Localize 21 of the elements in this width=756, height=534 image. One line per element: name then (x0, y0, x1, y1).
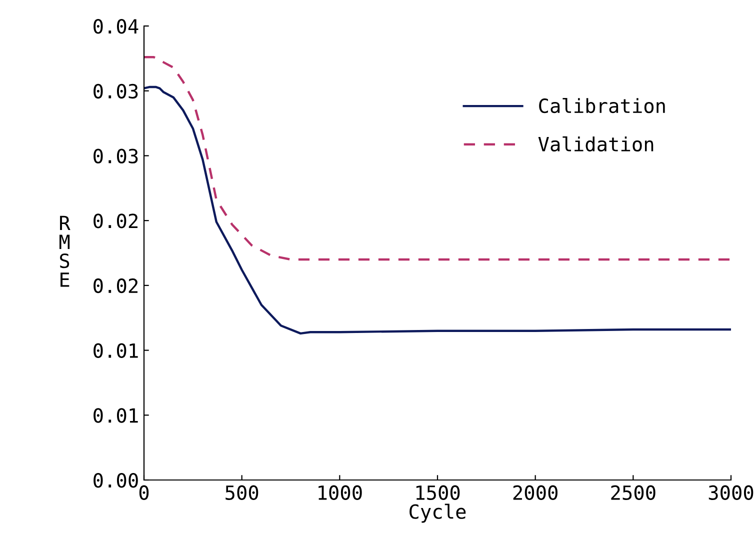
y-tick-label: 0.01 (94, 343, 138, 358)
line-series (144, 56, 731, 261)
line-series (144, 86, 731, 335)
x-tick-label: 1500 (416, 485, 460, 500)
y-tick-label: 0.00 (94, 473, 138, 488)
x-axis-title: Cycle (410, 504, 466, 523)
y-tick-label: 0.01 (94, 408, 138, 423)
legend-label: Calibration (539, 98, 665, 114)
x-tick-label: 500 (226, 485, 258, 500)
x-tick-label: 2500 (611, 485, 656, 500)
y-tick-label: 0.04 (94, 19, 138, 34)
legend-label: Validation (538, 136, 654, 152)
y-axis-title: R M S E (60, 216, 70, 287)
y-tick-label: 0.02 (94, 278, 138, 294)
y-tick-label: 0.03 (94, 148, 138, 164)
x-tick-label: 1000 (318, 485, 362, 500)
y-tick-label: 0.02 (94, 214, 138, 228)
x-tick-label: 2000 (513, 485, 558, 500)
x-tick-label: 3000 (708, 485, 754, 500)
y-tick-label: 0.03 (94, 84, 138, 99)
x-tick-label: 0 (139, 485, 149, 500)
